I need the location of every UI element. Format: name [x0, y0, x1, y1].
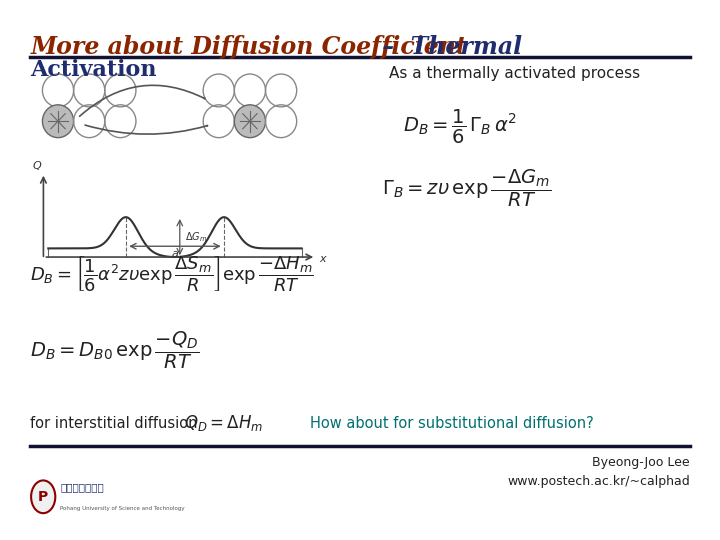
Text: www.postech.ac.kr/~calphad: www.postech.ac.kr/~calphad [507, 475, 690, 488]
Text: How about for substitutional diffusion?: How about for substitutional diffusion? [310, 416, 593, 431]
Text: More about Diffusion Coefficient: More about Diffusion Coefficient [30, 35, 467, 59]
Text: $D_B = \left[\dfrac{1}{6}\alpha^2 z\upsilon\exp\dfrac{\Delta S_m}{R}\right]\exp\: $D_B = \left[\dfrac{1}{6}\alpha^2 z\upsi… [30, 254, 314, 293]
Circle shape [31, 481, 55, 513]
Text: 포항공과대학교: 포항공과대학교 [60, 482, 104, 492]
FancyArrowPatch shape [85, 125, 207, 134]
Text: Activation: Activation [30, 59, 157, 81]
Text: $\Delta G_m$: $\Delta G_m$ [184, 230, 207, 244]
Text: a: a [171, 249, 179, 260]
Text: $\Gamma_B = z\upsilon\,\exp\dfrac{-\Delta G_m}{RT}$: $\Gamma_B = z\upsilon\,\exp\dfrac{-\Delt… [382, 167, 551, 209]
Text: –  Thermal: – Thermal [374, 35, 523, 59]
Circle shape [234, 105, 266, 138]
Text: As a thermally activated process: As a thermally activated process [389, 66, 640, 81]
Text: Pohang University of Science and Technology: Pohang University of Science and Technol… [60, 506, 185, 511]
FancyArrowPatch shape [80, 85, 205, 116]
Text: Byeong-Joo Lee: Byeong-Joo Lee [592, 456, 690, 469]
Text: $D_B = \dfrac{1}{6}\,\Gamma_B\,\alpha^2$: $D_B = \dfrac{1}{6}\,\Gamma_B\,\alpha^2$ [403, 108, 517, 146]
Text: P: P [38, 490, 48, 504]
Text: $Q_D = \Delta H_m$: $Q_D = \Delta H_m$ [184, 413, 263, 433]
Text: Q: Q [32, 160, 41, 171]
Text: $D_B = D_{B0}\,\exp\dfrac{-Q_D}{RT}$: $D_B = D_{B0}\,\exp\dfrac{-Q_D}{RT}$ [30, 329, 199, 371]
Circle shape [42, 105, 73, 138]
Text: for interstitial diffusion: for interstitial diffusion [30, 416, 198, 431]
Text: x: x [319, 254, 325, 264]
